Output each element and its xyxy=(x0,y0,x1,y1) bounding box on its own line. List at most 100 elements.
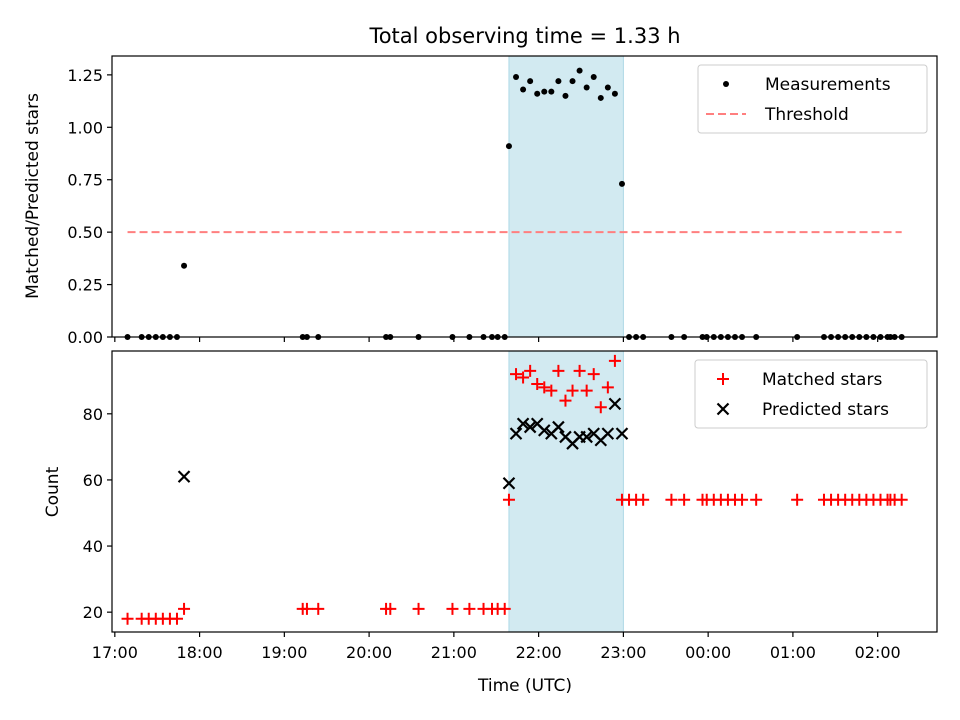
bottom-matched-point-26 xyxy=(545,384,558,397)
bottom-matched-point-19 xyxy=(498,602,511,615)
bottom-matched-point-31 xyxy=(580,384,593,397)
bottom-xtick-label-0: 17:00 xyxy=(92,643,138,662)
top-y-axis-label: Matched/Predicted stars xyxy=(23,93,43,299)
bottom-matched-point-34 xyxy=(601,381,614,394)
bottom-ytick-label-0: 20 xyxy=(83,603,103,622)
top-measurement-point-36 xyxy=(618,180,625,187)
top-measurement-point-27 xyxy=(555,78,562,85)
bottom-matched-point-32 xyxy=(587,368,600,381)
bottom-matched-point-39 xyxy=(637,493,650,506)
bottom-matched-point-63 xyxy=(895,493,908,506)
bottom-matched-point-9 xyxy=(300,602,313,615)
top-legend-handle-0 xyxy=(723,81,729,87)
top-ytick-label-5: 1.25 xyxy=(67,66,103,85)
top-measurement-point-35 xyxy=(611,90,618,97)
bottom-xtick-label-2: 19:00 xyxy=(261,643,307,662)
bottom-matched-point-15 xyxy=(463,602,476,615)
bottom-xtick-label-6: 23:00 xyxy=(600,643,646,662)
bottom-shaded-span xyxy=(508,350,624,633)
bottom-matched-point-12 xyxy=(384,602,397,615)
figure-title: Total observing time = 1.33 h xyxy=(368,24,680,48)
bottom-matched-point-48 xyxy=(736,493,749,506)
bottom-matched-point-50 xyxy=(791,493,804,506)
bottom-matched-point-6 xyxy=(170,612,183,625)
bottom-matched-point-22 xyxy=(517,371,530,384)
bottom-matched-point-10 xyxy=(312,602,325,615)
bottom-xtick-label-7: 00:00 xyxy=(685,643,731,662)
bottom-matched-point-27 xyxy=(552,364,565,377)
bottom-predicted-point-12 xyxy=(580,430,593,444)
bottom-legend: Matched stars Predicted stars xyxy=(694,359,928,429)
bottom-xtick-label-3: 20:00 xyxy=(346,643,392,662)
bottom-matched-point-49 xyxy=(750,493,763,506)
bottom-axes-frame xyxy=(111,350,938,633)
bottom-matched-point-40 xyxy=(665,493,678,506)
top-measurement-point-29 xyxy=(569,78,576,85)
top-measurement-point-30 xyxy=(576,67,583,74)
bottom-matched-point-29 xyxy=(566,384,579,397)
top-shaded-span xyxy=(508,55,624,338)
top-measurement-point-31 xyxy=(583,84,590,91)
bottom-legend-handle-1 xyxy=(716,402,730,416)
bottom-legend-label-1: Predicted stars xyxy=(762,400,889,420)
top-ytick-label-3: 0.75 xyxy=(67,171,103,190)
bottom-matched-point-0 xyxy=(121,612,134,625)
bottom-xtick-label-8: 01:00 xyxy=(770,643,816,662)
bottom-panel: 20 40 60 80 17:00 18:00 19:00 20:00 21:00 22:00 23… xyxy=(83,350,938,662)
bottom-xtick-label-4: 21:00 xyxy=(431,643,477,662)
bottom-xtick-label-1: 18:00 xyxy=(177,643,223,662)
bottom-ytick-label-2: 60 xyxy=(83,471,103,490)
bottom-matched-point-33 xyxy=(594,401,607,414)
top-measurement-point-26 xyxy=(548,88,555,95)
bottom-matched-point-24 xyxy=(531,378,544,391)
bottom-y-axis-label: Count xyxy=(43,466,63,517)
bottom-matched-point-13 xyxy=(412,602,425,615)
bottom-xtick-label-9: 02:00 xyxy=(855,643,901,662)
bottom-predicted-point-2 xyxy=(509,427,523,440)
bottom-legend-handle-0 xyxy=(717,373,729,385)
top-measurement-point-32 xyxy=(590,73,597,80)
bottom-matched-point-28 xyxy=(559,394,572,407)
top-ytick-label-4: 1.00 xyxy=(67,118,103,137)
bottom-matched-point-25 xyxy=(538,381,551,394)
top-ytick-label-2: 0.50 xyxy=(67,223,103,242)
bottom-matched-point-41 xyxy=(678,493,691,506)
top-panel: 0.00 0.25 0.50 0.75 1.00 1.25 Measurements Thre… xyxy=(67,55,938,347)
top-measurement-point-22 xyxy=(520,86,527,93)
top-measurement-point-23 xyxy=(527,78,534,85)
top-legend: Measurements Threshold xyxy=(697,64,928,134)
bottom-predicted-point-8 xyxy=(552,420,565,434)
bottom-matched-point-14 xyxy=(446,602,459,615)
bottom-predicted-point-0 xyxy=(177,470,191,483)
bottom-legend-box xyxy=(694,359,928,429)
top-ytick-label-0: 0.00 xyxy=(67,328,103,347)
bottom-matched-point-23 xyxy=(524,364,537,377)
bottom-matched-point-20 xyxy=(502,493,515,506)
top-ytick-label-1: 0.25 xyxy=(67,276,103,295)
bottom-predicted-point-6 xyxy=(537,424,551,437)
bottom-predicted-point-15 xyxy=(601,427,615,440)
bottom-ytick-label-1: 40 xyxy=(83,537,103,556)
top-measurement-point-25 xyxy=(541,88,548,95)
bottom-legend-label-0: Matched stars xyxy=(762,370,882,390)
top-measurement-point-24 xyxy=(534,90,541,97)
bottom-predicted-point-4 xyxy=(523,420,537,434)
bottom-matched-point-7 xyxy=(178,602,191,615)
bottom-matched-point-35 xyxy=(608,354,621,367)
top-legend-label-1: Threshold xyxy=(764,105,849,125)
bottom-predicted-point-1 xyxy=(502,476,516,490)
bottom-xtick-label-5: 22:00 xyxy=(516,643,562,662)
top-measurement-point-28 xyxy=(562,92,569,99)
top-measurement-point-34 xyxy=(604,84,611,91)
top-measurement-point-33 xyxy=(597,94,604,101)
bottom-ytick-label-3: 80 xyxy=(83,405,103,424)
top-measurement-point-21 xyxy=(513,73,520,80)
bottom-matched-point-30 xyxy=(573,364,586,377)
top-measurement-point-7 xyxy=(181,262,188,269)
bottom-predicted-point-3 xyxy=(516,417,530,431)
x-axis-label: Time (UTC) xyxy=(477,676,572,696)
top-axes-frame xyxy=(111,55,938,338)
bottom-predicted-point-16 xyxy=(608,397,622,411)
top-legend-box xyxy=(697,64,928,134)
